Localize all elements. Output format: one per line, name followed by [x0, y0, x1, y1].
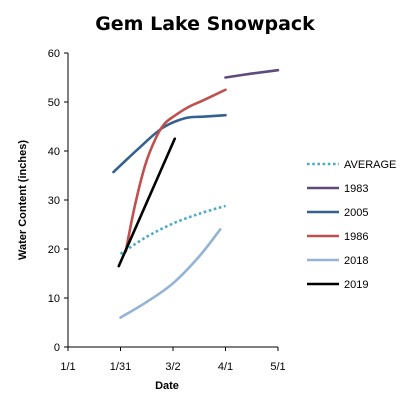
x-tick-label: 3/2 — [165, 361, 180, 373]
legend: AVERAGE 1983 2005 1986 2018 2019 — [307, 159, 396, 291]
x-tick-label: 4/1 — [218, 361, 233, 373]
series-line-2018 — [119, 228, 222, 319]
series-line-average — [119, 204, 226, 255]
series-line-1983 — [224, 68, 280, 79]
series-line-1986 — [124, 88, 227, 253]
chart-title: Gem Lake Snowpack — [95, 13, 315, 35]
legend-label-2018: 2018 — [344, 255, 368, 267]
legend-label-2005: 2005 — [344, 207, 368, 219]
legend-label-average: AVERAGE — [344, 159, 396, 171]
y-tick-label: 60 — [48, 48, 60, 60]
legend-label-2019: 2019 — [344, 279, 368, 291]
y-tick-label: 20 — [48, 244, 60, 256]
y-tick-label: 0 — [54, 342, 60, 354]
legend-label-1986: 1986 — [344, 231, 368, 243]
y-axis-title: Water Content (inches) — [17, 140, 29, 260]
series-layer — [112, 68, 280, 319]
series-line-2019 — [117, 137, 177, 268]
x-axis-title: Date — [155, 380, 179, 392]
x-tick-label: 1/1 — [60, 361, 75, 373]
x-tick-label: 1/31 — [110, 361, 131, 373]
series-line-2005 — [112, 113, 227, 174]
x-axis: 1/1 1/31 3/2 4/1 5/1 — [60, 346, 286, 373]
y-tick-label: 10 — [48, 293, 60, 305]
x-tick-label: 5/1 — [270, 361, 285, 373]
y-tick-label: 40 — [48, 146, 60, 158]
legend-label-1983: 1983 — [344, 183, 368, 195]
y-tick-label: 50 — [48, 97, 60, 109]
y-axis: 0 10 20 30 40 50 60 — [48, 48, 69, 354]
y-tick-label: 30 — [48, 195, 60, 207]
